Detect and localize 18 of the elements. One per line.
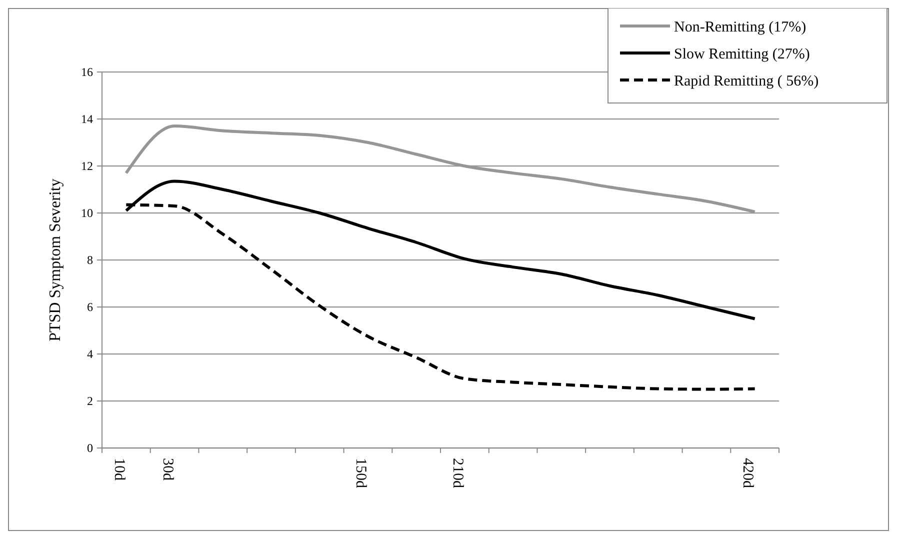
x-tick-label: 210d [449,458,466,488]
legend-label: Rapid Remitting ( 56%) [674,73,819,90]
legend-label: Slow Remitting (27%) [674,46,810,62]
y-tick-label: 14 [81,112,93,126]
y-axis-title: PTSD Symptom Severity [47,178,64,342]
y-tick-label: 4 [87,347,93,362]
legend-label: Non-Remitting (17%) [674,19,806,36]
y-tick-label: 16 [81,65,93,80]
y-tick-label: 10 [81,206,93,220]
x-tick-label: 420d [740,458,756,488]
x-tick-label: 150d [352,458,369,488]
y-tick-label: 8 [87,253,93,268]
y-tick-label: 6 [87,300,93,314]
x-tick-label: 10d [110,458,127,481]
y-tick-label: 12 [81,159,93,174]
y-tick-label: 0 [87,441,93,456]
x-tick-label: 30d [159,458,176,481]
y-tick-label: 2 [87,394,93,408]
